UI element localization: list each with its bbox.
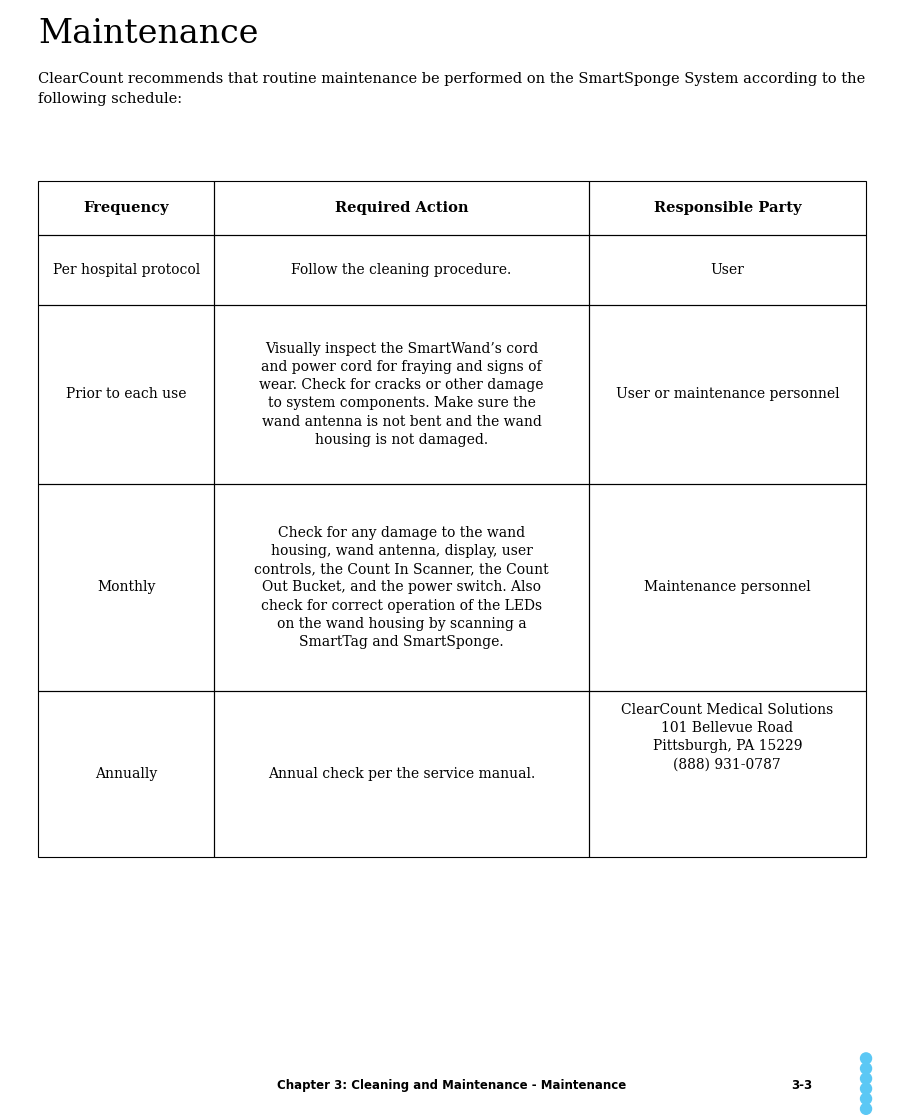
Text: ClearCount Medical Solutions
101 Bellevue Road
Pittsburgh, PA 15229
(888) 931-07: ClearCount Medical Solutions 101 Bellevu… [620, 703, 833, 772]
Text: Required Action: Required Action [334, 202, 468, 215]
Circle shape [860, 1093, 870, 1104]
Text: Frequency: Frequency [83, 202, 169, 215]
Bar [38, 235, 214, 305]
Circle shape [860, 1053, 870, 1064]
Bar [588, 691, 865, 857]
Bar [214, 691, 588, 857]
Circle shape [860, 1063, 870, 1074]
Text: Annual check per the service manual.: Annual check per the service manual. [267, 767, 535, 781]
Circle shape [860, 1073, 870, 1084]
Text: Chapter 3: Cleaning and Maintenance - Maintenance: Chapter 3: Cleaning and Maintenance - Ma… [277, 1079, 626, 1092]
Text: Maintenance: Maintenance [38, 18, 258, 50]
Bar [588, 235, 865, 305]
Bar [214, 181, 588, 235]
Text: Per hospital protocol: Per hospital protocol [52, 263, 200, 277]
Text: Maintenance personnel: Maintenance personnel [643, 580, 810, 595]
Text: Prior to each use: Prior to each use [66, 388, 186, 401]
Text: User or maintenance personnel: User or maintenance personnel [615, 388, 838, 401]
Text: Annually: Annually [95, 767, 157, 781]
Text: ClearCount recommends that routine maintenance be performed on the SmartSponge S: ClearCount recommends that routine maint… [38, 72, 864, 105]
Bar [588, 181, 865, 235]
Text: User: User [710, 263, 743, 277]
Bar [38, 691, 214, 857]
Bar [588, 484, 865, 691]
Bar [214, 484, 588, 691]
Bar [214, 235, 588, 305]
Text: 3-3: 3-3 [790, 1079, 811, 1092]
Text: Check for any damage to the wand
housing, wand antenna, display, user
controls, : Check for any damage to the wand housing… [254, 526, 548, 648]
Bar [38, 484, 214, 691]
Text: Responsible Party: Responsible Party [653, 202, 800, 215]
Bar [38, 181, 214, 235]
Bar [214, 305, 588, 484]
Text: Monthly: Monthly [97, 580, 155, 595]
Circle shape [860, 1083, 870, 1094]
Text: Follow the cleaning procedure.: Follow the cleaning procedure. [291, 263, 511, 277]
Circle shape [860, 1103, 870, 1114]
Text: Visually inspect the SmartWand’s cord
and power cord for fraying and signs of
we: Visually inspect the SmartWand’s cord an… [259, 342, 543, 447]
Bar [38, 305, 214, 484]
Bar [588, 305, 865, 484]
